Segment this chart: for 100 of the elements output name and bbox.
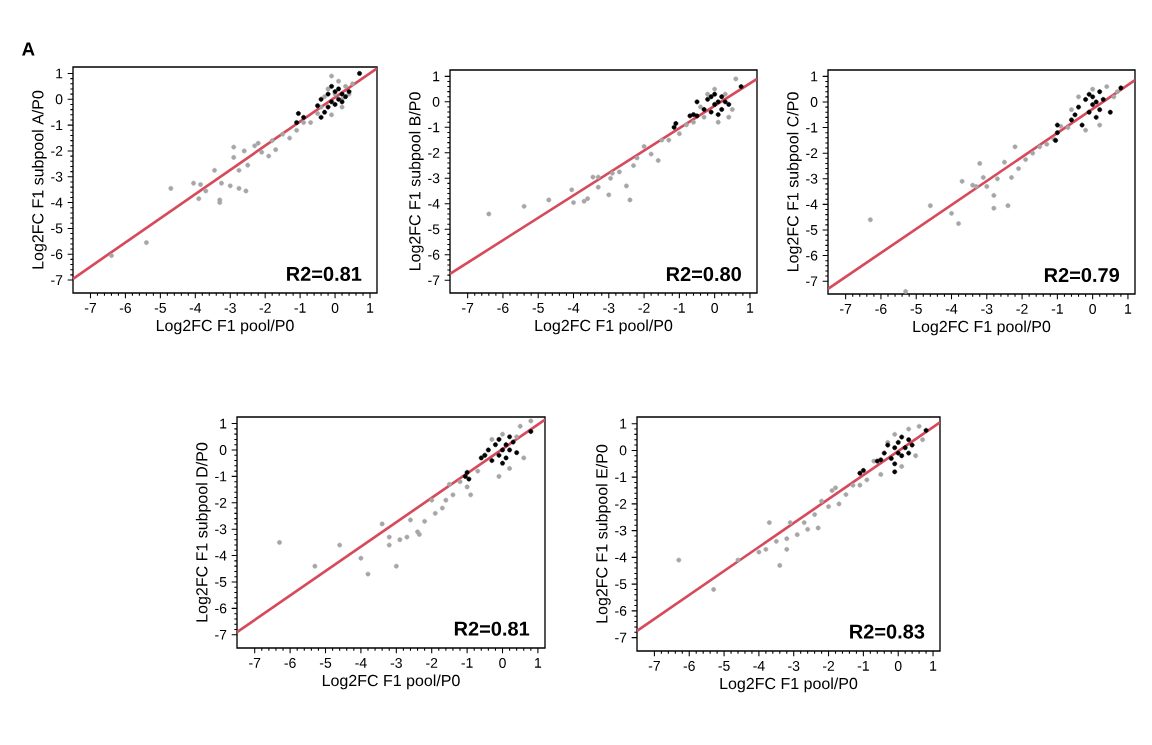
y-tick-label: -4 bbox=[51, 197, 63, 208]
y-tick-label: -6 bbox=[51, 249, 63, 260]
x-tick-label: -4 bbox=[355, 658, 367, 668]
y-axis-title: Log2FC F1 subpool B/P0 bbox=[408, 92, 424, 270]
y-tick-label: -7 bbox=[51, 275, 63, 285]
x-tick-label: -7 bbox=[84, 303, 96, 313]
x-tick-label: 0 bbox=[894, 661, 902, 671]
y-axis-title: Log2FC F1 subpool D/P0 bbox=[195, 442, 211, 622]
y-axis-title: Log2FC F1 subpool C/P0 bbox=[786, 92, 802, 271]
y-tick-label: 0 bbox=[810, 97, 818, 107]
x-tick-label: -3 bbox=[390, 658, 402, 668]
chart-title: A bbox=[22, 42, 35, 56]
y-tick-label: -5 bbox=[428, 224, 440, 235]
x-axis-title: Log2FC F1 pool/P0 bbox=[720, 677, 858, 693]
x-tick-label: -2 bbox=[1016, 304, 1028, 314]
y-tick-label: -1 bbox=[215, 471, 227, 482]
y-tick-label: -3 bbox=[806, 173, 818, 184]
x-tick-label: -4 bbox=[945, 304, 958, 314]
y-tick-label: -7 bbox=[215, 629, 227, 640]
x-tick-label: -4 bbox=[189, 303, 202, 313]
x-tick-label: 1 bbox=[930, 661, 937, 671]
y-tick-label: -6 bbox=[615, 605, 627, 616]
x-tick-label: 0 bbox=[711, 303, 718, 313]
x-tick-label: 0 bbox=[331, 303, 339, 313]
x-tick-label: 1 bbox=[367, 303, 374, 313]
x-tick-label: -6 bbox=[284, 658, 296, 668]
y-tick-label: -1 bbox=[51, 120, 63, 130]
y-tick-label: 0 bbox=[55, 94, 63, 105]
y-tick-label: -2 bbox=[215, 497, 227, 508]
x-tick-label: -6 bbox=[683, 661, 695, 671]
y-tick-label: -5 bbox=[215, 577, 227, 587]
x-tick-label: -1 bbox=[1051, 304, 1063, 314]
x-axis-title: Log2FC F1 pool/P0 bbox=[322, 674, 460, 690]
x-axis-title: Log2FC F1 pool/P0 bbox=[156, 319, 294, 335]
annotation: R2=0.83 bbox=[850, 624, 925, 639]
y-tick-label: 0 bbox=[432, 96, 440, 107]
y-axis-title: Log2FC F1 subpool E/P0 bbox=[595, 444, 611, 623]
y-tick-label: -6 bbox=[215, 603, 227, 614]
y-tick-label: -3 bbox=[215, 524, 227, 535]
x-tick-label: -2 bbox=[822, 661, 835, 671]
x-tick-label: 0 bbox=[499, 658, 506, 668]
x-tick-label: -5 bbox=[718, 661, 730, 671]
x-tick-label: -2 bbox=[259, 303, 271, 313]
x-tick-label: -7 bbox=[840, 304, 852, 314]
annotation: R2=0.81 bbox=[454, 621, 530, 636]
x-tick-label: -2 bbox=[638, 303, 650, 313]
y-tick-label: 0 bbox=[219, 445, 227, 455]
y-tick-label: -3 bbox=[51, 171, 63, 182]
y-tick-label: -1 bbox=[806, 122, 818, 133]
y-tick-label: 1 bbox=[56, 68, 63, 79]
x-tick-label: -1 bbox=[857, 661, 869, 671]
y-tick-label: 1 bbox=[620, 418, 627, 429]
y-tick-label: -2 bbox=[428, 147, 440, 158]
x-tick-label: -3 bbox=[981, 304, 993, 314]
annotation: R2=0.79 bbox=[1044, 267, 1120, 283]
x-tick-label: -7 bbox=[249, 658, 261, 668]
y-tick-label: 0 bbox=[619, 445, 627, 456]
x-tick-label: 1 bbox=[747, 303, 754, 313]
x-tick-label: -5 bbox=[532, 303, 544, 313]
x-tick-label: -5 bbox=[154, 303, 166, 313]
x-axis-title: Log2FC F1 pool/P0 bbox=[913, 320, 1051, 336]
x-tick-label: -4 bbox=[753, 661, 765, 671]
y-tick-label: -3 bbox=[428, 173, 440, 184]
y-tick-label: -3 bbox=[615, 525, 627, 536]
annotation: R2=0.81 bbox=[287, 266, 362, 282]
x-tick-label: -7 bbox=[462, 303, 474, 313]
y-tick-label: -4 bbox=[806, 199, 818, 210]
y-tick-label: 1 bbox=[433, 71, 440, 82]
x-tick-label: -4 bbox=[567, 303, 580, 313]
y-tick-label: -7 bbox=[615, 632, 627, 643]
y-tick-label: -6 bbox=[806, 250, 818, 261]
y-tick-label: 1 bbox=[220, 418, 227, 429]
x-tick-label: -1 bbox=[294, 303, 306, 313]
y-tick-label: -4 bbox=[615, 552, 627, 563]
x-tick-label: -7 bbox=[648, 661, 660, 671]
y-tick-label: -7 bbox=[428, 275, 440, 286]
y-tick-label: -2 bbox=[51, 146, 63, 156]
x-tick-label: -1 bbox=[673, 303, 685, 313]
x-tick-label: -6 bbox=[497, 303, 509, 313]
y-tick-label: -7 bbox=[806, 276, 818, 286]
y-tick-label: -2 bbox=[806, 148, 818, 159]
y-tick-label: -4 bbox=[428, 198, 440, 209]
y-tick-label: -4 bbox=[215, 550, 227, 561]
x-tick-label: -3 bbox=[788, 661, 800, 671]
y-axis-title: Log2FC F1 subpool A/P0 bbox=[31, 90, 47, 269]
y-tick-label: -5 bbox=[806, 225, 818, 235]
annotation: R2=0.80 bbox=[666, 266, 741, 282]
y-tick-label: -1 bbox=[428, 122, 440, 133]
x-tick-label: 1 bbox=[535, 658, 542, 668]
x-tick-label: -6 bbox=[875, 304, 887, 314]
y-tick-label: 1 bbox=[811, 71, 818, 82]
y-tick-label: -1 bbox=[615, 472, 627, 482]
x-tick-label: -1 bbox=[461, 658, 473, 668]
y-tick-label: -6 bbox=[428, 249, 440, 260]
x-tick-label: 0 bbox=[1089, 304, 1096, 314]
x-tick-label: -3 bbox=[603, 303, 615, 313]
x-tick-label: -5 bbox=[910, 304, 922, 314]
y-tick-label: -2 bbox=[615, 499, 627, 509]
x-axis-title: Log2FC F1 pool/P0 bbox=[535, 319, 673, 335]
x-tick-label: -6 bbox=[119, 303, 132, 313]
